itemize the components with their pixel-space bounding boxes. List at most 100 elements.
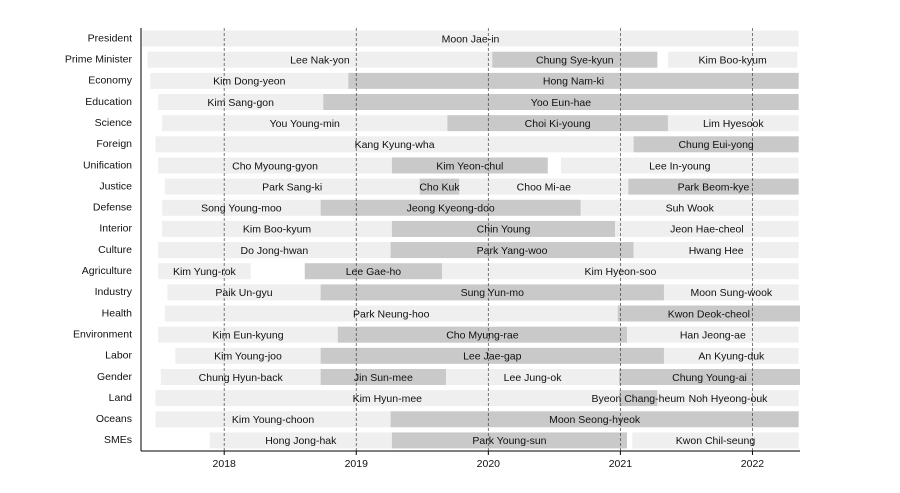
bar-label: Park Yang-woo xyxy=(477,245,548,257)
tenure-bar xyxy=(442,263,799,280)
bar-label: Choo Mi-ae xyxy=(517,181,571,193)
bar-label: Lee In-young xyxy=(649,160,710,172)
tenure-bar xyxy=(162,220,392,237)
row-label: Oceans xyxy=(96,413,132,425)
tenure-bar xyxy=(419,178,460,195)
bar-label: Yoo Eun-hae xyxy=(531,97,591,109)
x-tick-label: 2018 xyxy=(213,458,237,470)
row-label: Unification xyxy=(83,159,132,171)
tenure-bar xyxy=(617,305,800,322)
tenure-bar xyxy=(150,72,349,89)
bar-label: Jeong Kyeong-doo xyxy=(407,203,495,215)
bar-label: Suh Wook xyxy=(666,203,715,215)
tenure-bar xyxy=(663,347,799,364)
bar-label: Kim Young-choon xyxy=(232,414,314,426)
tenure-bar xyxy=(391,432,627,449)
bar-label: Cho Myoung-gyon xyxy=(232,160,318,172)
row-label: Culture xyxy=(98,244,132,256)
bar-label: Park Young-sun xyxy=(472,435,546,447)
bar-label: Hong Nam-ki xyxy=(543,76,604,88)
tenure-bar xyxy=(633,242,799,259)
row-label: Health xyxy=(102,307,133,319)
tenure-bar xyxy=(390,242,634,259)
tenure-bar xyxy=(391,157,548,174)
x-tick-label: 2020 xyxy=(477,458,501,470)
bar-label: Chung Hyun-back xyxy=(199,372,284,384)
bar-label: Do Jong-hwan xyxy=(241,245,309,257)
tenure-bar xyxy=(337,326,627,343)
tenure-bar xyxy=(492,51,658,68)
bar-label: Han Jeong-ae xyxy=(680,329,746,341)
tenure-bar xyxy=(209,432,392,449)
tenure-bar xyxy=(155,390,620,407)
bar-label: Moon Sung-wook xyxy=(690,287,772,299)
bar-label: Park Sang-ki xyxy=(262,181,322,193)
tenure-bar xyxy=(158,94,324,111)
tenure-bar xyxy=(323,94,799,111)
tenure-bar xyxy=(155,411,391,428)
tenure-bar xyxy=(459,178,629,195)
row-label: Education xyxy=(85,96,132,108)
tenure-bar xyxy=(155,136,634,153)
bar-label: Kim Sang-gon xyxy=(207,97,274,109)
row-label: Justice xyxy=(99,180,132,192)
bar-label: Kim Dong-yeon xyxy=(213,76,286,88)
tenure-bar xyxy=(663,284,799,301)
bar-label: Kim Young-joo xyxy=(214,351,282,363)
tenure-bar xyxy=(619,390,658,407)
bar-label: Kim Hyeon-soo xyxy=(585,266,657,278)
bar-label: Moon Jae-in xyxy=(442,33,500,45)
row-label: Economy xyxy=(88,75,133,87)
bar-label: Kim Boo-kyum xyxy=(243,224,312,236)
tenure-bar xyxy=(626,326,799,343)
x-tick-label: 2019 xyxy=(345,458,369,470)
bar-label: An Kyung-duk xyxy=(698,351,765,363)
bar-label: Lee Nak-yon xyxy=(290,55,350,67)
bar-label: Paik Un-gyu xyxy=(215,287,272,299)
bar-label: Kim Yeon-chul xyxy=(436,160,503,172)
bar-label: Hwang Hee xyxy=(689,245,744,257)
bar-label: Noh Hyeong-ouk xyxy=(689,393,769,405)
bar-label: Kwon Chil-seung xyxy=(676,435,756,447)
bar-label: Jeon Hae-cheol xyxy=(670,224,744,236)
tenure-bar xyxy=(158,326,338,343)
bar-label: Lee Jae-gap xyxy=(463,351,522,363)
tenure-bar xyxy=(158,157,392,174)
bar-label: Hong Jong-hak xyxy=(265,435,337,447)
bar-label: Chung Eui-yong xyxy=(678,139,753,151)
bar-label: Lim Hyesook xyxy=(703,118,764,130)
tenure-bar xyxy=(147,51,493,68)
tenure-bar xyxy=(320,284,664,301)
bar-label: Choi Ki-young xyxy=(525,118,591,130)
tenure-bar xyxy=(164,305,618,322)
row-label: Prime Minister xyxy=(65,54,133,66)
tenure-bar xyxy=(160,368,321,385)
tenure-bar xyxy=(632,432,799,449)
row-label: Environment xyxy=(73,328,132,340)
row-label: Science xyxy=(95,117,133,129)
bar-label: Moon Seong-hyeok xyxy=(549,414,641,426)
row-label: Labor xyxy=(105,350,132,362)
bar-label: Kang Kyung-wha xyxy=(355,139,435,151)
tenure-bar xyxy=(158,263,251,280)
tenure-bar xyxy=(162,115,448,132)
tenure-bar xyxy=(667,51,798,68)
tenure-bar xyxy=(657,390,799,407)
tenure-bar xyxy=(446,368,620,385)
tenure-bar xyxy=(320,199,581,216)
bar-label: Cho Myung-rae xyxy=(446,329,519,341)
tenure-bar xyxy=(158,242,391,259)
tenure-bar xyxy=(391,220,616,237)
bar-label: Kwon Deok-cheol xyxy=(668,308,750,320)
tenure-bar xyxy=(633,136,799,153)
tenure-bar xyxy=(142,30,799,47)
tenure-bar xyxy=(348,72,799,89)
tenure-bar xyxy=(162,199,321,216)
bar-label: You Young-min xyxy=(270,118,340,130)
bar-label: Park Beom-kye xyxy=(678,181,750,193)
row-label: Land xyxy=(109,392,133,404)
row-label: Gender xyxy=(97,371,133,383)
bar-label: Chin Young xyxy=(477,224,531,236)
tenure-bar xyxy=(320,368,447,385)
